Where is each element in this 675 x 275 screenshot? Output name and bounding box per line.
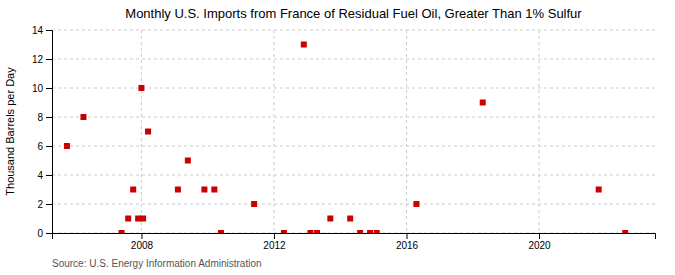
y-tick: 10 <box>32 83 52 94</box>
x-tick-mark <box>407 233 408 239</box>
y-tick-label: 14 <box>32 25 44 36</box>
y-tick-mark <box>46 204 52 205</box>
x-tick: 2008 <box>131 233 154 251</box>
y-tick: 4 <box>37 170 52 181</box>
x-grid-line <box>539 30 540 233</box>
y-tick: 8 <box>37 112 52 123</box>
y-grid-line <box>52 30 655 31</box>
point <box>307 230 313 233</box>
point <box>140 216 146 222</box>
y-tick: 14 <box>32 25 52 36</box>
x-grid-line <box>273 30 274 233</box>
x-tick-label: 2012 <box>263 240 286 251</box>
y-axis-label: Thousand Barrels per Day <box>4 67 16 196</box>
point <box>185 158 191 164</box>
point <box>125 216 131 222</box>
point <box>281 230 287 233</box>
point <box>314 230 320 233</box>
y-tick: 6 <box>37 141 52 152</box>
x-tick-label: 2020 <box>528 240 551 251</box>
point <box>218 230 224 233</box>
point <box>80 114 86 120</box>
x-tick-mark <box>141 233 142 239</box>
point <box>301 42 307 48</box>
x-grid-line <box>141 30 142 233</box>
x-tick-mark <box>539 233 540 239</box>
y-grid-line <box>52 146 655 147</box>
y-axis-line <box>46 31 53 234</box>
point <box>251 201 257 207</box>
point <box>596 187 602 193</box>
y-tick: 12 <box>32 54 52 65</box>
y-grid-line <box>52 204 655 205</box>
point <box>145 129 151 135</box>
chart-svg: 2008 2012 2016 2020 0 2 4 6 8 10 12 14 Monthly U.S. … <box>0 0 675 275</box>
point <box>413 201 419 207</box>
y-tick-label: 6 <box>37 141 43 152</box>
y-tick-label: 2 <box>37 199 43 210</box>
x-axis-line <box>53 234 656 240</box>
point <box>374 230 380 233</box>
point <box>130 187 136 193</box>
source-note: Source: U.S. Energy Information Administ… <box>52 258 262 269</box>
y-tick-label: 12 <box>32 54 44 65</box>
x-tick: 2012 <box>263 233 286 251</box>
y-tick-mark <box>46 59 52 60</box>
y-grid-line <box>52 175 655 176</box>
y-tick-mark <box>46 30 52 31</box>
y-tick-label: 0 <box>37 228 43 239</box>
y-grid-line <box>52 117 655 118</box>
y-tick: 2 <box>37 199 52 210</box>
point <box>138 85 144 91</box>
grid <box>52 30 655 233</box>
x-grid-line <box>406 30 407 233</box>
x-tick-label: 2008 <box>131 240 154 251</box>
point <box>201 187 207 193</box>
plot-area: 2008 2012 2016 2020 0 2 4 6 8 10 12 14 <box>32 25 656 251</box>
y-tick-mark <box>46 117 52 118</box>
point <box>357 230 363 233</box>
x-tick-mark <box>274 233 275 239</box>
point <box>64 143 70 149</box>
points <box>64 42 628 234</box>
y-tick-mark <box>46 233 52 234</box>
y-grid-line <box>52 59 655 60</box>
point <box>622 230 628 233</box>
y-tick-label: 10 <box>32 83 44 94</box>
point <box>211 187 217 193</box>
y-tick-label: 4 <box>37 170 43 181</box>
point <box>327 216 333 222</box>
point <box>119 230 125 233</box>
y-axis: 0 2 4 6 8 10 12 14 <box>32 25 53 239</box>
point <box>367 230 373 233</box>
y-tick-mark <box>46 175 52 176</box>
y-tick-label: 8 <box>37 112 43 123</box>
y-tick: 0 <box>37 228 52 239</box>
point <box>175 187 181 193</box>
point <box>480 100 486 106</box>
x-axis: 2008 2012 2016 2020 <box>53 233 656 251</box>
x-tick: 2020 <box>528 233 551 251</box>
point <box>347 216 353 222</box>
y-tick-mark <box>46 88 52 89</box>
x-tick: 2016 <box>396 233 419 251</box>
chart-title: Monthly U.S. Imports from France of Resi… <box>125 6 582 21</box>
x-tick-label: 2016 <box>396 240 419 251</box>
y-tick-mark <box>46 146 52 147</box>
